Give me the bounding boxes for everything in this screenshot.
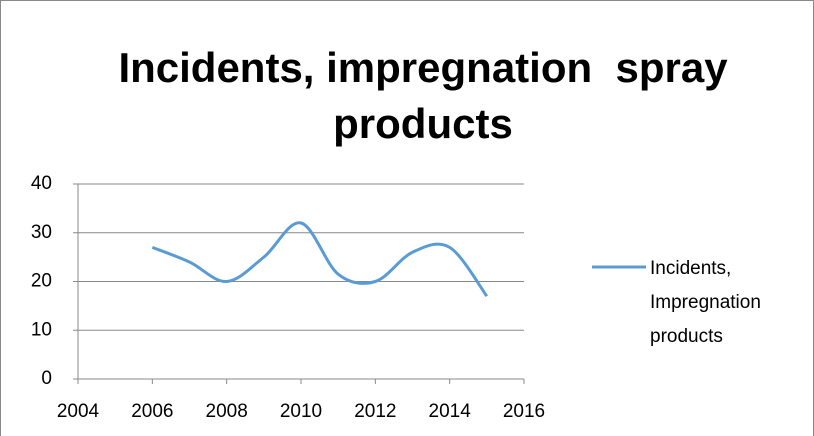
y-tick-label: 10	[31, 319, 52, 340]
x-tick-label: 2012	[354, 401, 396, 422]
x-tick-label: 2014	[429, 401, 472, 422]
y-tick-label: 0	[41, 368, 52, 389]
y-tick-label: 40	[31, 173, 52, 194]
x-tick-label: 2004	[57, 401, 100, 422]
x-tick-label: 2016	[503, 401, 545, 422]
y-tick-label: 20	[31, 271, 52, 292]
y-tick-label: 30	[31, 222, 52, 243]
x-tick-label: 2008	[206, 401, 248, 422]
data-line	[151, 221, 489, 298]
chart-title: Incidents, impregnation spray products	[118, 44, 740, 147]
x-tick-label: 2010	[280, 401, 322, 422]
legend-label: Incidents, Impregnation products	[650, 258, 761, 347]
x-tick-label: 2006	[131, 401, 173, 422]
